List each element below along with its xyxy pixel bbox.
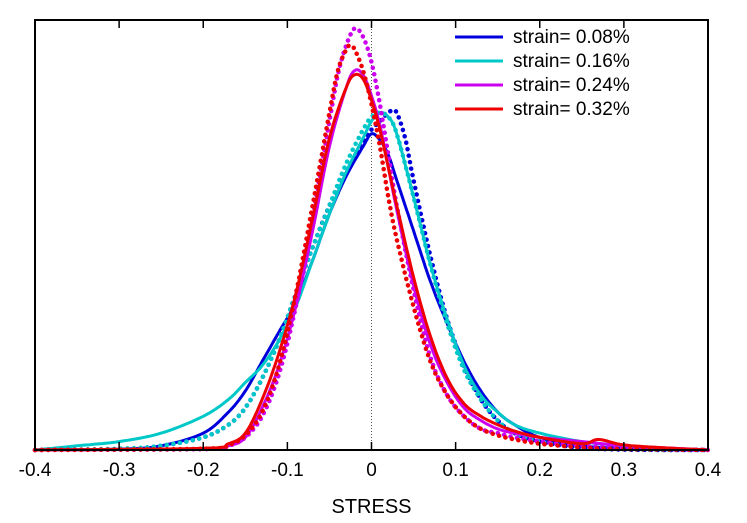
legend-label-4: strain= 0.32%: [513, 99, 630, 120]
legend-label-1: strain= 0.08%: [513, 27, 630, 48]
x-tick-label: 0: [366, 460, 377, 481]
x-tick-label: -0.1: [271, 460, 304, 481]
legend: strain= 0.08% strain= 0.16% strain= 0.24% s…: [455, 27, 630, 120]
legend-label-2: strain= 0.16%: [513, 51, 630, 72]
legend-label-3: strain= 0.24%: [513, 75, 630, 96]
x-tick-label: 0.2: [527, 460, 553, 481]
x-ticks-group: -0.4 -0.3 -0.2 -0.1 0 0.1 0.2 0.3 0.4: [19, 20, 722, 481]
x-tick-label: -0.4: [19, 460, 52, 481]
x-tick-label: 0.1: [442, 460, 468, 481]
series-3-fit-curve: [32, 25, 711, 453]
x-tick-label: -0.2: [187, 460, 220, 481]
curves-group: [32, 25, 711, 453]
series-4-data-curve: [33, 72, 710, 452]
x-tick-label: 0.4: [695, 460, 722, 481]
x-tick-label: -0.3: [103, 460, 136, 481]
x-tick-label: 0.3: [611, 460, 637, 481]
x-axis-label: STRESS: [331, 496, 411, 518]
series-4-fit-curve: [32, 43, 711, 453]
